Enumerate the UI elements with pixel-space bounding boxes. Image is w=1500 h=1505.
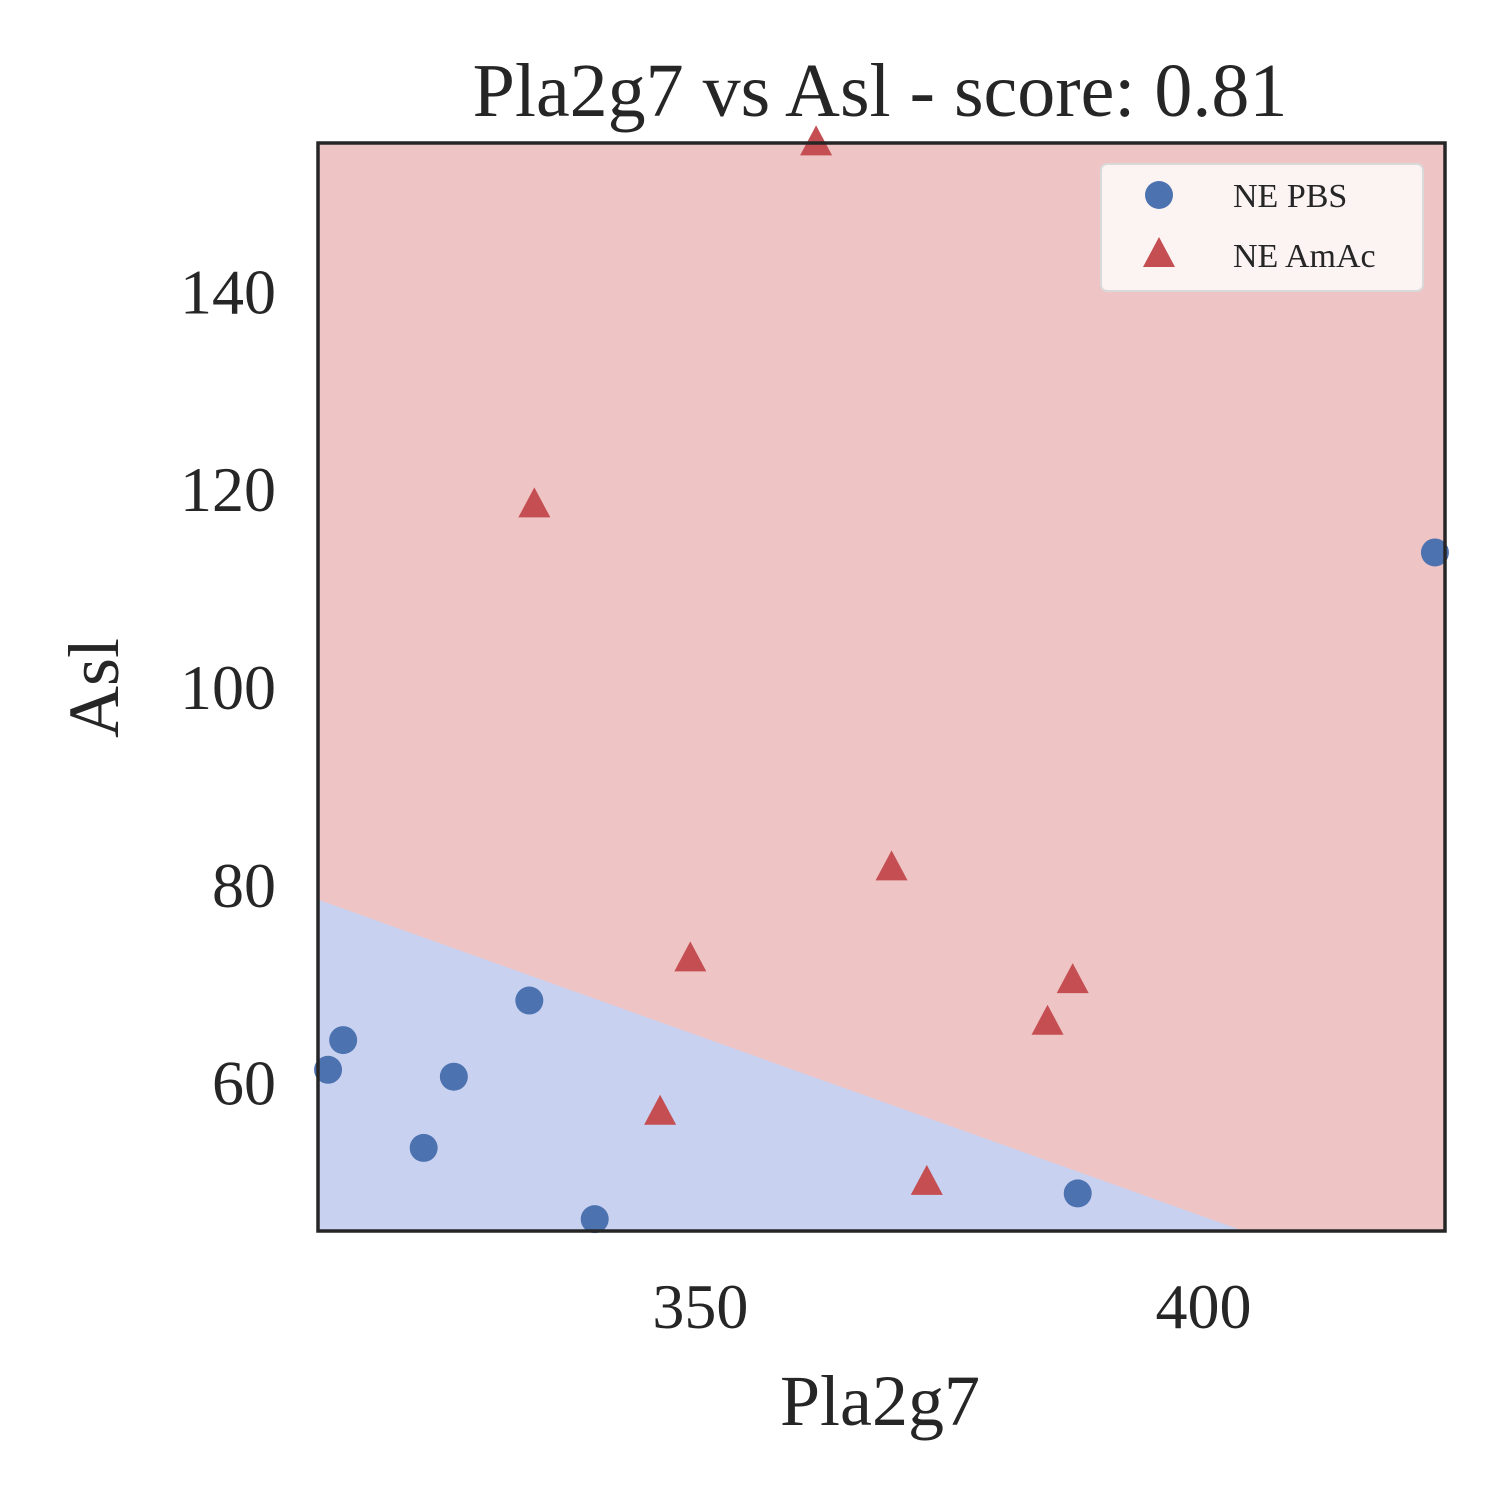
data-point: [409, 1133, 438, 1162]
y-tick-label: 60: [212, 1048, 276, 1119]
legend: NE PBS NE AmAc: [1100, 163, 1424, 292]
plot-area: [314, 125, 1449, 1234]
x-axis-label: Pla2g7: [780, 1361, 980, 1441]
data-point: [515, 986, 544, 1015]
axis-ticks: 350 400 60 80 100 120 140: [180, 256, 1252, 1342]
data-point: [439, 1062, 468, 1091]
data-point: [1031, 1004, 1064, 1035]
legend-box: [1100, 163, 1424, 292]
y-axis-label: Asl: [54, 638, 134, 738]
data-point: [518, 487, 551, 518]
data-point: [580, 1205, 609, 1234]
data-point: [1420, 538, 1449, 567]
chart-title: Pla2g7 vs Asl - score: 0.81: [473, 49, 1288, 133]
data-point: [875, 850, 908, 881]
data-point: [910, 1164, 943, 1195]
legend-entry-label: NE AmAc: [1233, 238, 1376, 275]
data-point: [800, 125, 833, 156]
y-tick-label: 80: [212, 850, 276, 921]
data-point: [329, 1026, 358, 1055]
data-point: [644, 1094, 677, 1125]
legend-marker-triangle: [1143, 237, 1175, 267]
data-point: [314, 1055, 343, 1084]
x-tick-label: 350: [652, 1271, 748, 1342]
decision-region-below: [318, 899, 1244, 1231]
data-point: [674, 941, 707, 972]
y-tick-label: 120: [180, 454, 276, 525]
data-point: [1056, 963, 1089, 994]
y-tick-label: 100: [180, 652, 276, 723]
legend-entry-label: NE PBS: [1233, 178, 1347, 215]
data-point: [1063, 1179, 1092, 1208]
x-tick-label: 400: [1156, 1271, 1252, 1342]
plot-frame: [316, 141, 1447, 1233]
legend-marker-circle: [1145, 181, 1173, 209]
y-tick-label: 140: [180, 256, 276, 327]
